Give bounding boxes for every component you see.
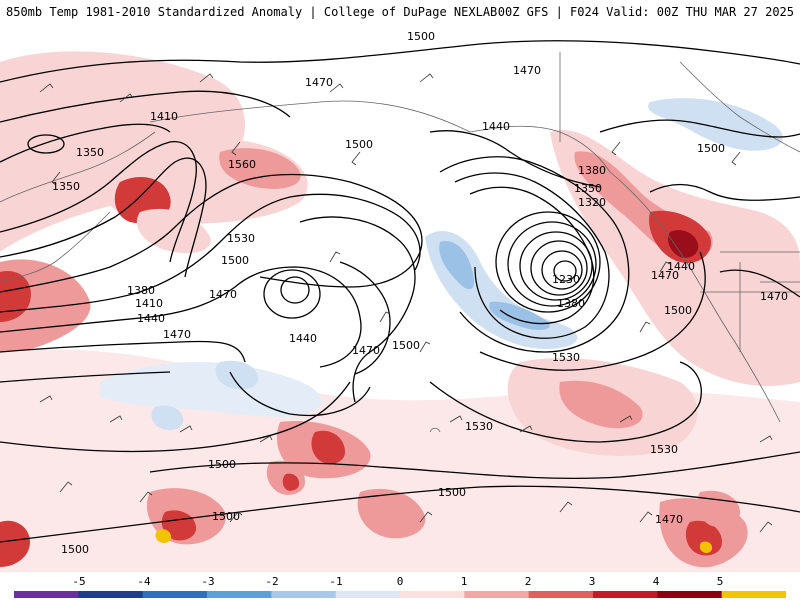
contour-label: 1440 (137, 312, 165, 325)
colorbar (14, 591, 786, 598)
colorbar-tick-label: -3 (201, 575, 215, 588)
colorbar-segment (335, 591, 401, 598)
colorbar-tick-label: 2 (524, 575, 532, 588)
contour-label: 1470 (513, 64, 541, 77)
anomaly-map: 1500 1470 1470 1410 1350 1350 1500 1560 … (0, 22, 800, 572)
colorbar-segment (528, 591, 594, 598)
colorbar-segment (593, 591, 658, 598)
contour-label: 1500 (438, 486, 466, 499)
contour-label: 1350 (52, 180, 80, 193)
contour-label: 1470 (163, 328, 191, 341)
contour-labels: 1500 1470 1470 1410 1350 1350 1500 1560 … (52, 30, 788, 556)
contour-label: 1350 (574, 182, 602, 195)
contour-label: 1470 (655, 513, 683, 526)
contour-label: 1500 (221, 254, 249, 267)
colorbar-tick-label: -1 (329, 575, 343, 588)
contour-label: 1440 (667, 260, 695, 273)
contour-label: 1380 (557, 297, 585, 310)
height-contours (0, 40, 800, 543)
contour-label: 1380 (578, 164, 606, 177)
colorbar-tick-label: -2 (265, 575, 279, 588)
colorbar-segment (657, 591, 723, 598)
colorbar-tick-label: 1 (460, 575, 468, 588)
colorbar-tick-label: -5 (72, 575, 86, 588)
colorbar-tick-label: 3 (588, 575, 596, 588)
coastlines (0, 52, 800, 433)
contour-label: 1410 (150, 110, 178, 123)
contour-label: 1530 (227, 232, 255, 245)
model-valid-time: 00Z GFS | F024 Valid: 00Z THU MAR 27 202… (497, 5, 794, 19)
contour-label: 1500 (208, 458, 236, 471)
contour-label: 1530 (552, 351, 580, 364)
colorbar-tick-label: 0 (396, 575, 404, 588)
colorbar-tick-label: -4 (137, 575, 151, 588)
contour-label: 1500 (345, 138, 373, 151)
map-title: 850mb Temp 1981-2010 Standardized Anomal… (6, 5, 498, 19)
colorbar-segment (271, 591, 337, 598)
colorbar-segment (78, 591, 144, 598)
colorbar-tick-label: 5 (716, 575, 724, 588)
contour-label: 1560 (228, 158, 256, 171)
colorbar-segment (142, 591, 208, 598)
contour-label: 1410 (135, 297, 163, 310)
colorbar-segment (207, 591, 272, 598)
contour-label: 1470 (760, 290, 788, 303)
contour-label: 1470 (209, 288, 237, 301)
cold-anomaly-shading (100, 98, 783, 431)
contour-label: 1500 (212, 510, 240, 523)
colorbar-segment (721, 591, 786, 598)
contour-label: 1440 (482, 120, 510, 133)
contour-label: 1320 (578, 196, 606, 209)
contour-label: 1380 (127, 284, 155, 297)
contour-label: 1500 (664, 304, 692, 317)
contour-label: 1470 (305, 76, 333, 89)
contour-label: 1470 (651, 269, 679, 282)
colorbar-tick-label: 4 (652, 575, 660, 588)
colorbar-segment (400, 591, 465, 598)
contour-label: 1530 (465, 420, 493, 433)
contour-label: 1530 (650, 443, 678, 456)
contour-label: 1500 (697, 142, 725, 155)
contour-label: 1500 (407, 30, 435, 43)
colorbar-segment (464, 591, 530, 598)
contour-label: 1440 (289, 332, 317, 345)
wind-barbs (39, 73, 773, 533)
contour-label: 1500 (61, 543, 89, 556)
title-bar: 850mb Temp 1981-2010 Standardized Anomal… (0, 0, 800, 22)
contour-label: 1470 (352, 344, 380, 357)
contour-label: 1500 (392, 339, 420, 352)
contour-label: 1230 (552, 273, 580, 286)
contour-label: 1350 (76, 146, 104, 159)
colorbar-segment (14, 591, 79, 598)
